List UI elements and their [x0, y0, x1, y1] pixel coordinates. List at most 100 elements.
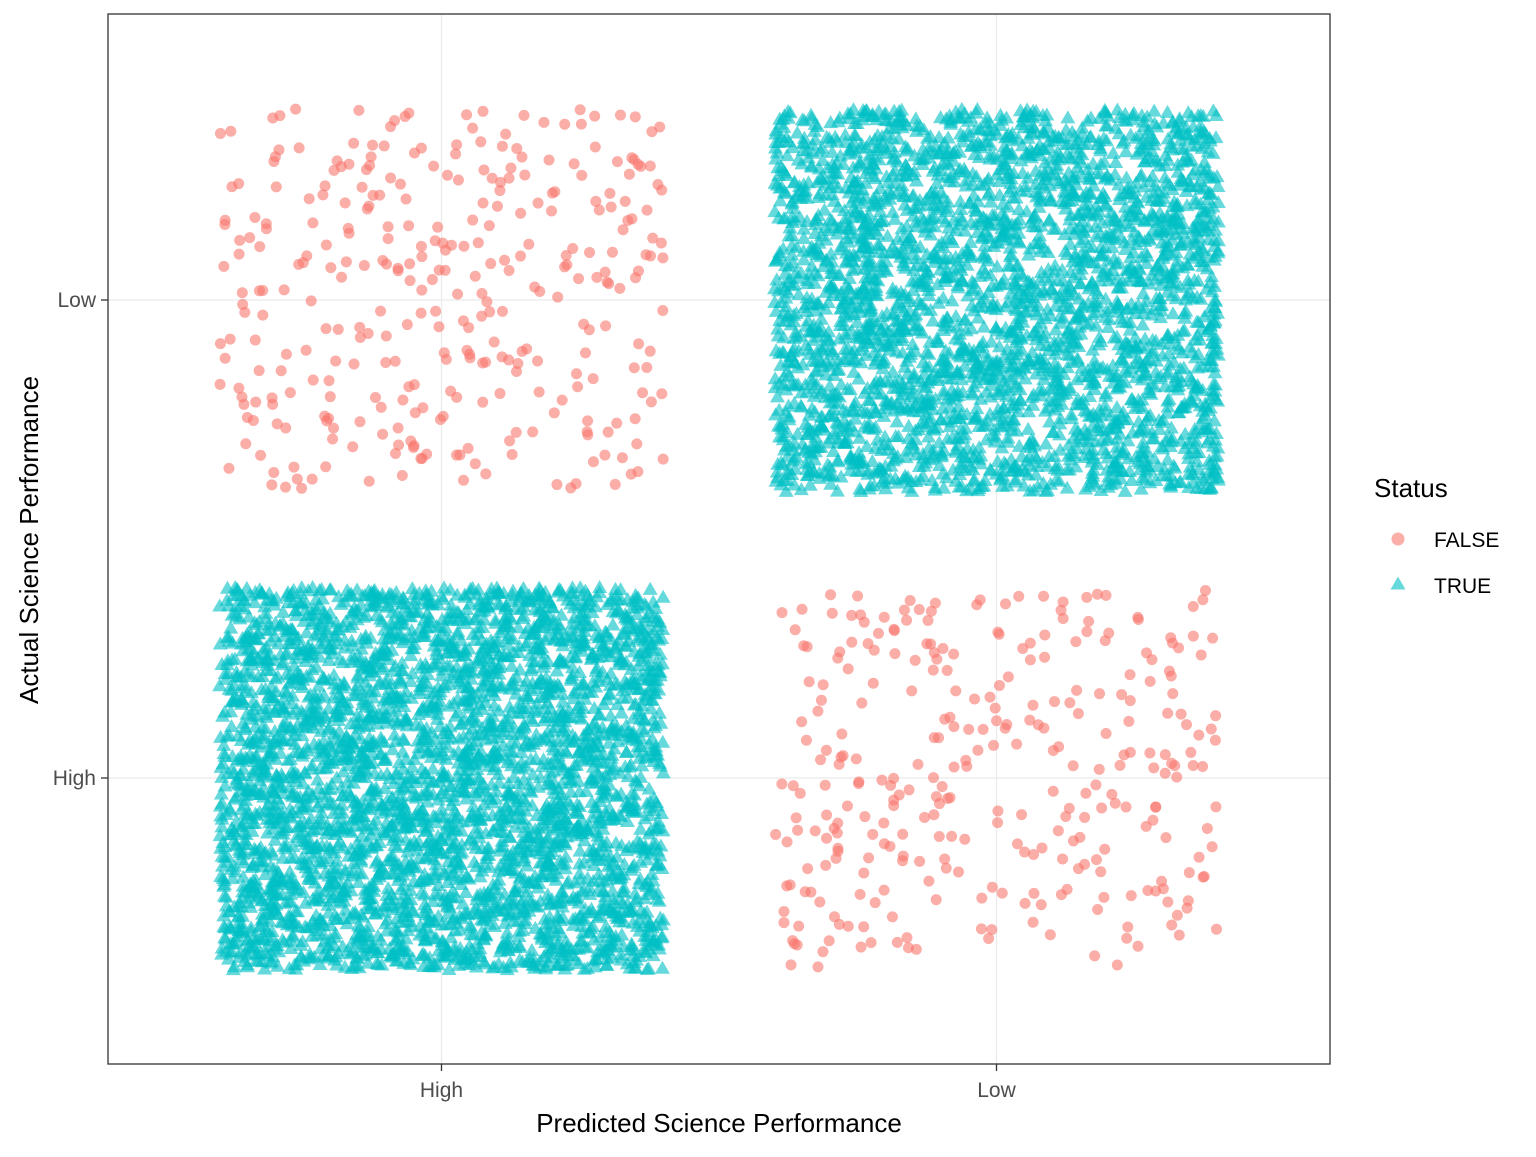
false-point	[257, 310, 268, 321]
false-point	[276, 365, 287, 376]
false-point	[617, 452, 628, 463]
false-point	[477, 358, 488, 369]
false-point	[584, 247, 595, 258]
false-point	[325, 262, 336, 273]
false-point	[219, 219, 230, 230]
false-point	[557, 395, 568, 406]
false-point	[279, 284, 290, 295]
false-point	[641, 362, 652, 373]
false-point	[473, 237, 484, 248]
false-point	[215, 128, 226, 139]
false-point	[657, 305, 668, 316]
false-point	[467, 123, 478, 134]
false-point	[442, 170, 453, 181]
false-point	[494, 388, 505, 399]
false-point	[504, 435, 515, 446]
false-point	[453, 174, 464, 185]
false-point	[480, 468, 491, 479]
false-point	[343, 223, 354, 234]
false-point	[477, 106, 488, 117]
false-point	[594, 204, 605, 215]
false-point	[620, 196, 631, 207]
false-point	[244, 232, 255, 243]
false-point	[215, 338, 226, 349]
false-point	[494, 185, 505, 196]
false-point	[385, 172, 396, 183]
false-point	[478, 197, 489, 208]
false-point	[261, 223, 272, 234]
false-point	[631, 438, 642, 449]
false-point	[476, 311, 487, 322]
false-point	[379, 140, 390, 151]
false-point	[274, 110, 285, 121]
false-point	[381, 259, 392, 270]
false-point	[630, 272, 641, 283]
false-point	[630, 111, 641, 122]
false-point	[573, 273, 584, 284]
false-point	[430, 306, 441, 317]
false-point	[250, 335, 261, 346]
false-point	[519, 170, 530, 181]
false-point	[521, 343, 532, 354]
false-point	[374, 190, 385, 201]
false-point	[458, 241, 469, 252]
false-point	[646, 396, 657, 407]
false-point	[559, 119, 570, 130]
false-point	[294, 142, 305, 153]
false-point	[629, 362, 640, 373]
false-point	[481, 296, 492, 307]
false-point	[383, 233, 394, 244]
false-point	[645, 346, 656, 357]
false-point	[588, 456, 599, 467]
false-point	[393, 423, 404, 434]
false-point	[507, 449, 518, 460]
false-point	[301, 250, 312, 261]
false-point	[633, 338, 644, 349]
false-point	[534, 387, 545, 398]
false-point	[657, 252, 668, 263]
false-point	[622, 215, 633, 226]
false-point	[267, 392, 278, 403]
false-point	[273, 144, 284, 155]
false-point	[451, 139, 462, 150]
false-point	[405, 436, 416, 447]
false-point	[254, 365, 265, 376]
false-point	[290, 104, 301, 115]
false-point	[404, 258, 415, 269]
false-point	[527, 426, 538, 437]
false-point	[397, 395, 408, 406]
false-point	[401, 194, 412, 205]
false-point	[355, 332, 366, 343]
false-point	[242, 412, 253, 423]
false-point	[624, 169, 635, 180]
false-point	[546, 206, 557, 217]
false-point	[280, 422, 291, 433]
false-point	[492, 201, 503, 212]
false-point	[500, 129, 511, 140]
false-point	[389, 115, 400, 126]
false-point	[255, 450, 266, 461]
false-point	[417, 402, 428, 413]
false-point	[463, 322, 474, 333]
false-point	[505, 163, 516, 174]
false-point	[317, 189, 328, 200]
false-point	[307, 217, 318, 228]
false-point	[329, 165, 340, 176]
false-point	[532, 355, 543, 366]
false-point	[307, 474, 318, 485]
false-point	[296, 483, 307, 494]
false-point	[615, 110, 626, 121]
false-point	[611, 418, 622, 429]
false-point	[250, 397, 261, 408]
false-point	[293, 259, 304, 270]
false-point	[249, 212, 260, 223]
false-point	[330, 356, 341, 367]
false-point	[569, 158, 580, 169]
false-point	[364, 476, 375, 487]
false-point	[642, 205, 653, 216]
false-point	[416, 308, 427, 319]
false-point	[582, 429, 593, 440]
false-point	[233, 178, 244, 189]
false-point	[332, 155, 343, 166]
